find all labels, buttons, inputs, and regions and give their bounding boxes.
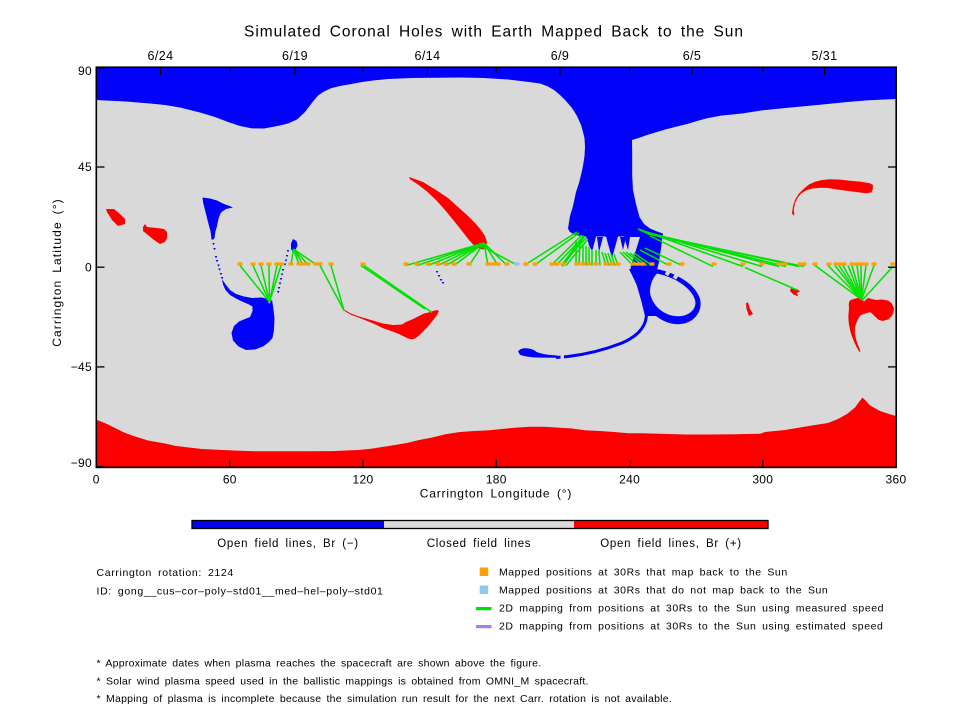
svg-text:ID: gong__cus–cor–poly–std01__: ID: gong__cus–cor–poly–std01__med–hel–po… — [97, 586, 384, 598]
svg-text:6/14: 6/14 — [415, 49, 441, 63]
svg-text:2D mapping from positions at 3: 2D mapping from positions at 30Rs to the… — [499, 603, 884, 615]
svg-text:2D mapping from positions at 3: 2D mapping from positions at 30Rs to the… — [499, 621, 883, 633]
svg-text:Mapped positions at 30Rs that: Mapped positions at 30Rs that map back t… — [499, 567, 788, 579]
svg-text:Open field lines, Br (−): Open field lines, Br (−) — [217, 538, 359, 550]
svg-text:* Solar wind plasma speed used: * Solar wind plasma speed used in the ba… — [97, 676, 589, 688]
svg-text:Carrington Longitude (°): Carrington Longitude (°) — [420, 487, 572, 501]
svg-text:Closed field lines: Closed field lines — [427, 538, 532, 550]
svg-text:5/31: 5/31 — [812, 49, 838, 63]
svg-text:0: 0 — [85, 260, 92, 274]
svg-text:6/19: 6/19 — [282, 49, 308, 63]
svg-text:* Mapping of plasma is incompl: * Mapping of plasma is incomplete becaus… — [97, 693, 673, 705]
svg-text:45: 45 — [78, 160, 92, 174]
svg-text:6/9: 6/9 — [551, 49, 570, 63]
svg-text:180: 180 — [486, 473, 507, 487]
svg-text:120: 120 — [353, 473, 374, 487]
svg-text:0: 0 — [93, 473, 100, 487]
svg-text:6/24: 6/24 — [148, 49, 174, 63]
svg-text:* Approximate dates when plasm: * Approximate dates when plasma reaches … — [97, 658, 542, 670]
svg-text:240: 240 — [619, 473, 640, 487]
svg-text:Carrington rotation: 2124: Carrington rotation: 2124 — [97, 567, 234, 579]
svg-text:6/5: 6/5 — [683, 49, 702, 63]
svg-text:90: 90 — [78, 64, 92, 78]
svg-text:Mapped positions at 30Rs that: Mapped positions at 30Rs that do not map… — [499, 585, 828, 597]
svg-text:Open field lines, Br (+): Open field lines, Br (+) — [600, 538, 742, 550]
svg-text:Simulated Coronal Holes with E: Simulated Coronal Holes with Earth Mappe… — [244, 24, 744, 41]
svg-text:60: 60 — [223, 473, 237, 487]
svg-text:−45: −45 — [71, 360, 92, 374]
svg-text:360: 360 — [886, 473, 907, 487]
svg-text:300: 300 — [752, 473, 773, 487]
svg-text:Carrington Latitude (°): Carrington Latitude (°) — [50, 198, 64, 347]
svg-text:−90: −90 — [71, 456, 92, 470]
